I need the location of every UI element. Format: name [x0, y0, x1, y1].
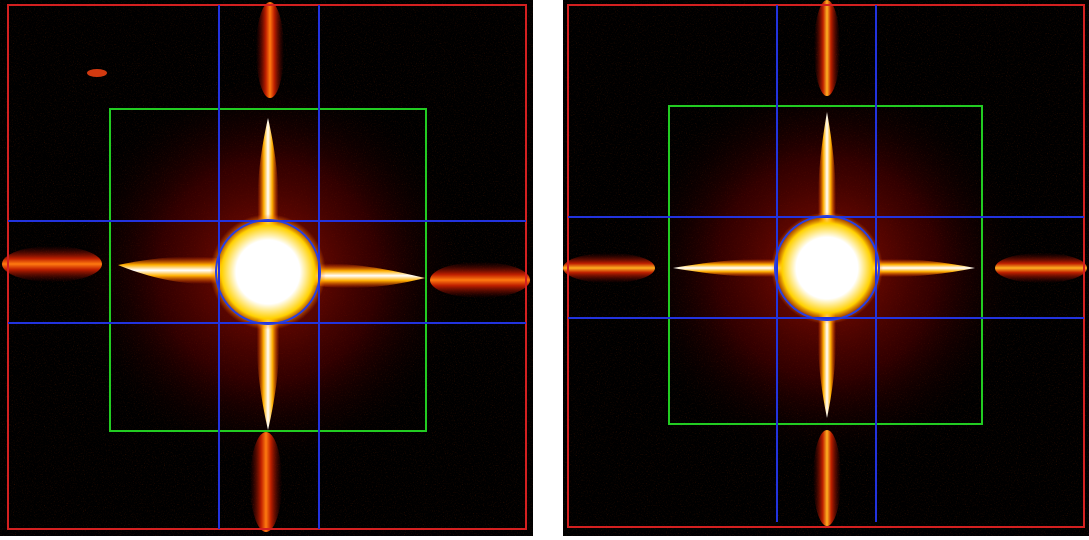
left-diffraction-image [0, 0, 533, 536]
right-right-streak [995, 253, 1087, 283]
left-inner-frame [109, 108, 427, 432]
left-left-streak [2, 246, 102, 282]
left-diffraction-panel [0, 0, 533, 536]
right-inner-frame [668, 105, 983, 425]
right-diffraction-image [563, 0, 1089, 536]
right-bottom-streak [813, 430, 841, 526]
left-bright-core [210, 214, 326, 330]
right-top-streak [814, 0, 840, 96]
right-left-streak [563, 253, 655, 283]
right-diffraction-panel [563, 0, 1089, 536]
left-bottom-streak [250, 432, 282, 532]
left-right-streak [430, 262, 530, 298]
right-outer-frame [567, 4, 1085, 528]
left-center-circle [215, 219, 321, 325]
right-center-circle [774, 215, 880, 321]
left-stray-spot [87, 69, 107, 77]
left-outer-frame [7, 4, 527, 530]
right-bright-core [771, 212, 883, 324]
left-top-streak [256, 2, 284, 98]
